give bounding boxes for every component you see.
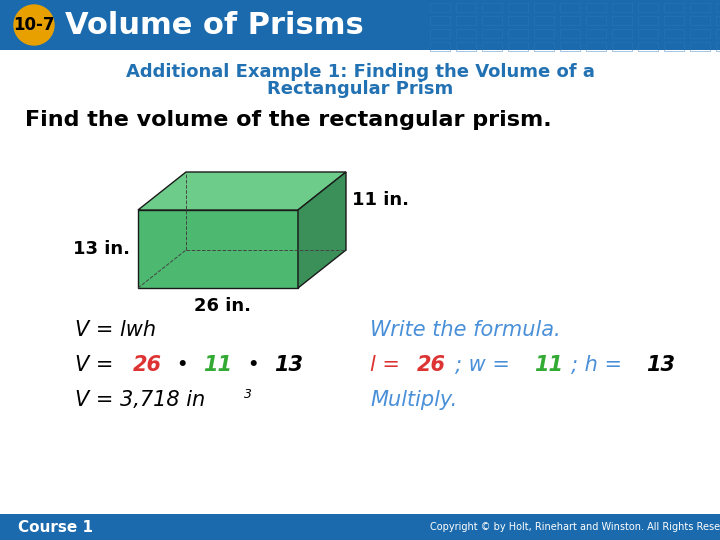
Bar — [508, 29, 528, 38]
Bar — [716, 29, 720, 38]
Bar — [534, 29, 554, 38]
Bar — [690, 42, 710, 51]
Text: Volume of Prisms: Volume of Prisms — [65, 10, 364, 39]
Text: V = lwh: V = lwh — [75, 320, 156, 340]
Bar — [534, 16, 554, 25]
Bar — [586, 3, 606, 12]
Bar — [430, 42, 450, 51]
Bar — [638, 3, 658, 12]
Bar — [638, 42, 658, 51]
Text: Write the formula.: Write the formula. — [370, 320, 561, 340]
Text: Rectangular Prism: Rectangular Prism — [267, 80, 453, 98]
Bar — [430, 3, 450, 12]
Text: V = 3,718 in: V = 3,718 in — [75, 390, 205, 410]
Bar — [612, 16, 632, 25]
Bar — [560, 3, 580, 12]
Text: 11: 11 — [534, 355, 563, 375]
Polygon shape — [138, 210, 298, 288]
Bar — [482, 3, 502, 12]
Bar — [586, 16, 606, 25]
Bar — [716, 3, 720, 12]
Bar — [508, 3, 528, 12]
Bar — [482, 42, 502, 51]
Bar — [430, 16, 450, 25]
Text: 26: 26 — [417, 355, 446, 375]
Bar — [482, 29, 502, 38]
Bar — [612, 3, 632, 12]
Bar — [560, 16, 580, 25]
Text: V =: V = — [75, 355, 120, 375]
Text: Course 1: Course 1 — [18, 519, 93, 535]
Bar — [586, 29, 606, 38]
Circle shape — [14, 5, 54, 45]
Bar — [0, 0, 720, 50]
Bar — [508, 16, 528, 25]
Text: 3: 3 — [244, 388, 252, 401]
Bar — [690, 29, 710, 38]
Text: •: • — [171, 355, 196, 375]
Bar — [612, 29, 632, 38]
Text: l =: l = — [370, 355, 407, 375]
Bar — [430, 29, 450, 38]
Bar — [534, 42, 554, 51]
Text: Additional Example 1: Finding the Volume of a: Additional Example 1: Finding the Volume… — [125, 63, 595, 81]
Bar — [586, 42, 606, 51]
Bar — [716, 42, 720, 51]
Bar — [0, 514, 720, 540]
Bar — [716, 16, 720, 25]
Text: Copyright © by Holt, Rinehart and Winston. All Rights Reserved.: Copyright © by Holt, Rinehart and Winsto… — [430, 522, 720, 532]
Text: 13: 13 — [274, 355, 302, 375]
Bar — [560, 42, 580, 51]
Text: 13: 13 — [646, 355, 675, 375]
Bar — [664, 3, 684, 12]
Text: 26: 26 — [133, 355, 162, 375]
Bar — [534, 3, 554, 12]
Text: Find the volume of the rectangular prism.: Find the volume of the rectangular prism… — [25, 110, 552, 130]
Text: ; w =: ; w = — [454, 355, 516, 375]
Text: Multiply.: Multiply. — [370, 390, 457, 410]
Bar — [690, 3, 710, 12]
Text: 11 in.: 11 in. — [352, 191, 409, 209]
Text: ; h =: ; h = — [571, 355, 629, 375]
Bar — [456, 3, 476, 12]
Bar — [638, 29, 658, 38]
Text: •: • — [240, 355, 266, 375]
Bar — [612, 42, 632, 51]
Bar — [456, 29, 476, 38]
Text: 13 in.: 13 in. — [73, 240, 130, 258]
Bar — [456, 42, 476, 51]
Polygon shape — [138, 172, 346, 210]
Text: 11: 11 — [203, 355, 233, 375]
Bar — [508, 42, 528, 51]
Bar — [560, 29, 580, 38]
Bar — [456, 16, 476, 25]
Text: 10-7: 10-7 — [13, 16, 55, 34]
Bar — [482, 16, 502, 25]
Bar — [664, 42, 684, 51]
Bar — [638, 16, 658, 25]
Bar — [664, 16, 684, 25]
Bar — [690, 16, 710, 25]
Polygon shape — [298, 172, 346, 288]
Text: 26 in.: 26 in. — [194, 297, 251, 315]
Bar — [664, 29, 684, 38]
